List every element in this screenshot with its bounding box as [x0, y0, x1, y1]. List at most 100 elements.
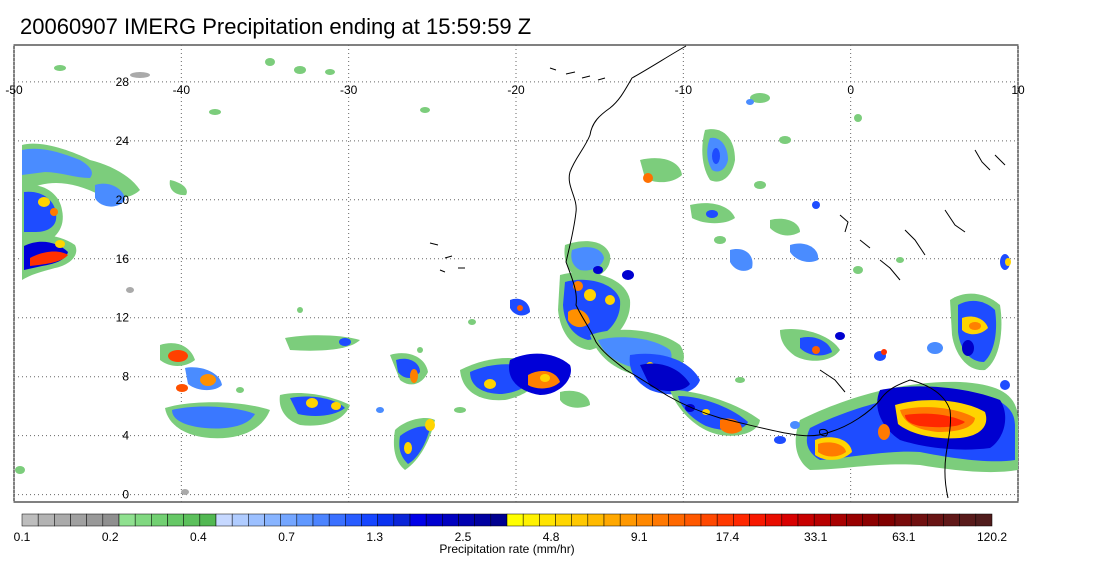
colorbar-swatch — [377, 513, 395, 527]
precip-cluster-gulf-of-guinea — [795, 254, 1018, 473]
colorbar-swatch — [522, 513, 540, 527]
colorbar-swatch — [345, 513, 362, 527]
colorbar-swatch — [199, 513, 217, 527]
colorbar-swatch — [506, 513, 524, 527]
colorbar-swatch — [409, 513, 427, 527]
colorbar-swatch — [264, 513, 281, 527]
lon-tick-label: -30 — [340, 83, 358, 97]
colorbar-swatch — [54, 513, 71, 527]
colorbar-tick-label: 1.3 — [366, 530, 383, 544]
lat-tick-label: 12 — [116, 311, 130, 325]
colorbar-swatch — [393, 513, 411, 527]
colorbar-swatch — [846, 513, 863, 527]
colorbar-swatch — [910, 513, 928, 527]
lon-tick-label: -50 — [5, 83, 23, 97]
colorbar-tick-label: 9.1 — [631, 530, 648, 544]
colorbar-swatch — [183, 513, 201, 527]
colorbar-swatch — [425, 513, 443, 527]
colorbar-swatch — [539, 513, 556, 527]
bioko-island — [819, 429, 829, 437]
lat-tick-label: 24 — [116, 134, 130, 148]
colorbar-tick-label: 4.8 — [543, 530, 560, 544]
colorbar-swatch — [619, 513, 637, 527]
colorbar-swatch — [927, 513, 944, 527]
lat-tick-label: 28 — [116, 75, 130, 89]
colorbar-swatch — [813, 513, 831, 527]
colorbar-swatch — [733, 513, 750, 527]
colorbar-swatch — [555, 513, 572, 527]
colorbar-tick-label: 0.2 — [102, 530, 119, 544]
colorbar-swatch — [70, 513, 87, 527]
colorbar-swatch — [959, 513, 977, 527]
colorbar-swatch — [215, 513, 233, 527]
colorbar-swatch — [21, 513, 39, 527]
colorbar-swatch — [587, 513, 605, 527]
colorbar-swatch — [134, 513, 152, 527]
colorbar-swatch — [458, 513, 475, 527]
lat-tick-label: 20 — [116, 193, 130, 207]
colorbar-swatch — [296, 513, 314, 527]
colorbar-tick-label: 17.4 — [716, 530, 740, 544]
canary-islands — [549, 67, 606, 81]
colorbar-label: Precipitation rate (mm/hr) — [439, 542, 574, 556]
precip-cluster-caribbean — [22, 143, 187, 280]
colorbar-swatch — [490, 513, 508, 527]
precip-cluster-atlantic — [160, 298, 590, 470]
colorbar-swatch — [37, 513, 55, 527]
colorbar-swatch — [86, 513, 104, 527]
colorbar-swatch — [328, 513, 346, 527]
lon-tick-label: -40 — [173, 83, 191, 97]
colorbar-tick-label: 0.4 — [190, 530, 207, 544]
colorbar-swatch — [248, 513, 265, 527]
cape-verde — [429, 242, 465, 273]
colorbar-tick-label: 33.1 — [804, 530, 828, 544]
colorbar-swatch — [312, 513, 330, 527]
colorbar-swatch — [797, 513, 815, 527]
colorbar-swatch — [636, 513, 653, 527]
colorbar-swatch — [878, 513, 896, 527]
colorbar-swatch — [118, 513, 136, 527]
colorbar-tick-label: 0.7 — [278, 530, 295, 544]
colorbar-swatch — [862, 513, 880, 527]
colorbar-swatch — [474, 513, 492, 527]
colorbar-tick-label: 0.1 — [14, 530, 31, 544]
colorbar-swatch — [765, 513, 783, 527]
africa-coastline — [565, 45, 911, 437]
precip-cells — [15, 58, 1018, 495]
coastlines — [429, 45, 1006, 499]
colorbar-swatch — [975, 513, 993, 527]
colorbar-swatch — [700, 513, 718, 527]
colorbar: 0.1 0.2 0.4 0.7 1.3 2.5 4.8 9.1 17.4 33.1 63.1 120.… — [14, 513, 1007, 544]
colorbar-swatch — [830, 513, 847, 527]
lon-tick-label: -10 — [675, 83, 693, 97]
colorbar-swatch — [167, 513, 184, 527]
colorbar-swatch — [361, 513, 378, 527]
colorbar-swatch — [102, 513, 120, 527]
colorbar-swatch — [749, 513, 766, 527]
colorbar-swatch — [280, 513, 298, 527]
colorbar-swatch — [684, 513, 702, 527]
colorbar-swatch — [894, 513, 912, 527]
colorbar-tick-label: 63.1 — [892, 530, 916, 544]
colorbar-swatch — [652, 513, 669, 527]
inland-rivers — [819, 149, 1006, 393]
colorbar-swatch — [442, 513, 459, 527]
precip-cluster-west-africa — [558, 129, 943, 436]
lat-tick-label: 0 — [122, 488, 129, 502]
precip-specks — [15, 58, 1010, 495]
colorbar-swatch — [151, 513, 168, 527]
colorbar-swatch — [716, 513, 734, 527]
colorbar-swatch — [571, 513, 589, 527]
lat-tick-label: 4 — [122, 429, 129, 443]
colorbar-tick-label: 2.5 — [455, 530, 472, 544]
tick-labels: -50 -40 -30 -20 -10 0 10 0 4 8 12 16 20 24 28 — [5, 75, 1025, 502]
colorbar-swatch — [231, 513, 249, 527]
colorbar-swatch — [781, 513, 799, 527]
lon-tick-label: 0 — [847, 83, 854, 97]
lat-tick-label: 16 — [116, 252, 130, 266]
map-title: 20060907 IMERG Precipitation ending at 1… — [20, 14, 532, 39]
colorbar-swatch — [668, 513, 686, 527]
lon-tick-label: 10 — [1011, 83, 1025, 97]
colorbar-swatch — [943, 513, 960, 527]
